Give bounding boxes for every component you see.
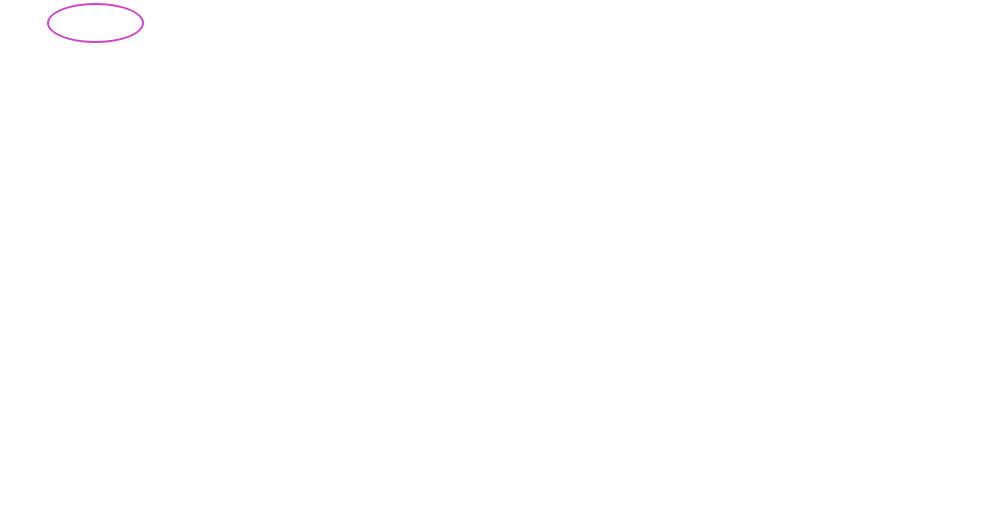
symbol-label[interactable]: [971, 18, 975, 34]
